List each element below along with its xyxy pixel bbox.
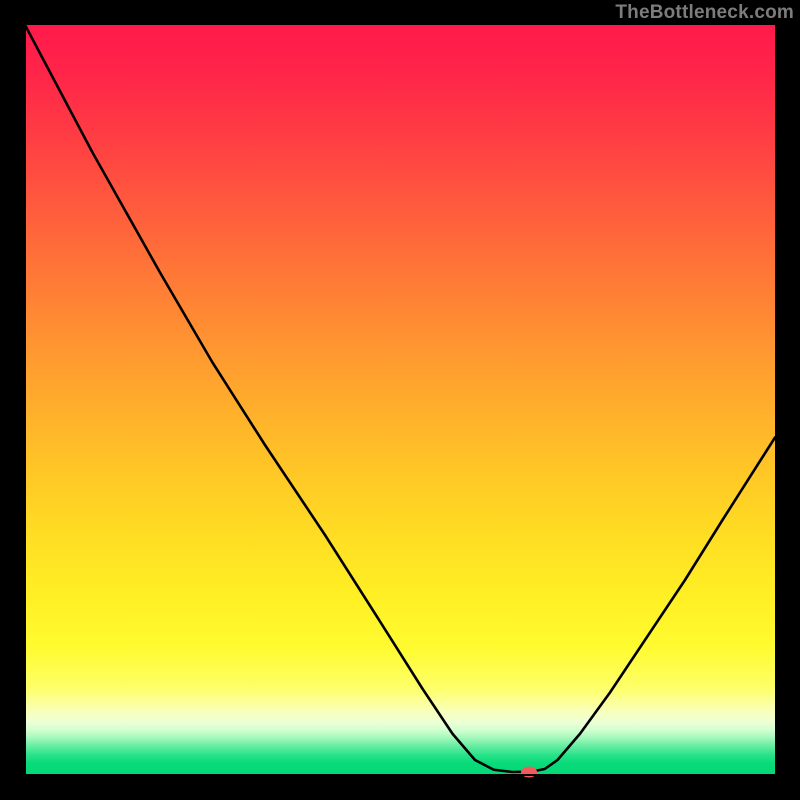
watermark-text: TheBottleneck.com	[615, 2, 794, 24]
bottleneck-chart	[0, 0, 800, 800]
plot-area	[25, 25, 775, 775]
